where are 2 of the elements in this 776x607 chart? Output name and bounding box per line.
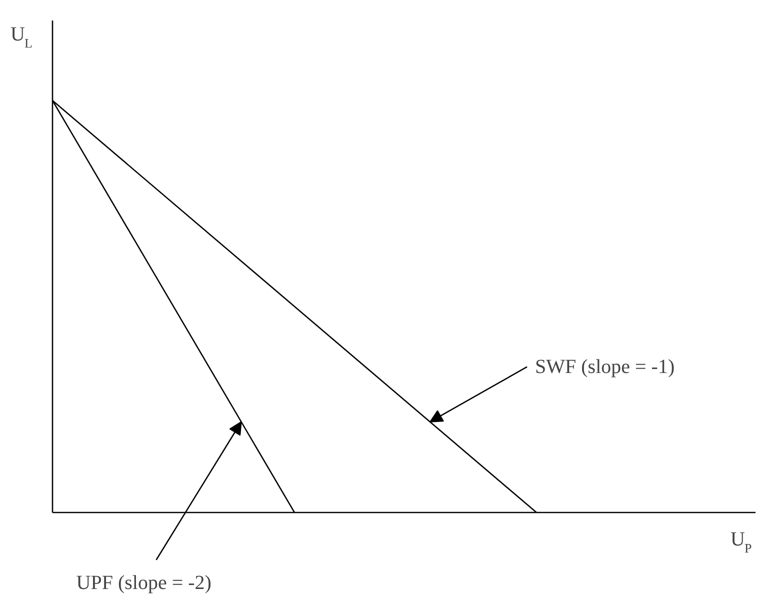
text: UPF (slope = -2) [76, 572, 212, 594]
annotation: SWF (slope = -1) [535, 356, 675, 378]
